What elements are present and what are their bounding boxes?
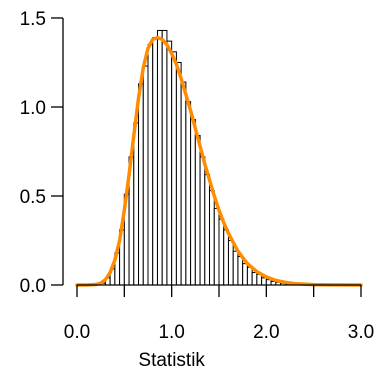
histogram-bar	[133, 122, 140, 286]
histogram-bar	[156, 29, 163, 286]
histogram-bar	[209, 190, 215, 286]
density-curve	[75, 35, 363, 287]
histogram-bar	[166, 40, 173, 286]
histogram-bars	[100, 29, 291, 286]
histogram-bar	[242, 263, 248, 286]
histogram-bar	[227, 240, 234, 286]
histogram-bar	[190, 118, 196, 286]
histogram-bar	[251, 272, 258, 286]
histogram-bar	[223, 229, 229, 286]
histogram-bar	[261, 277, 267, 286]
x-tick-label: 3.0	[348, 322, 374, 343]
histogram-bar	[237, 256, 244, 286]
histogram-bar	[265, 279, 272, 286]
histogram-bar	[194, 134, 201, 286]
x-tick-label: 1.0	[158, 322, 184, 343]
histogram-bar	[147, 44, 154, 286]
histogram-bar	[171, 51, 177, 286]
histogram-bar	[213, 207, 220, 286]
histogram-bar	[199, 156, 206, 286]
y-tick-label: 1.5	[20, 9, 46, 30]
histogram-bar	[232, 250, 239, 286]
histogram-bar	[180, 81, 187, 286]
y-tick-label: 1.0	[20, 98, 46, 119]
histogram-bar	[138, 83, 144, 286]
histogram-bar	[246, 266, 253, 286]
x-axis: 0.0 1.0 2.0 3.0	[64, 284, 374, 343]
x-axis-title: Statistik	[138, 350, 205, 371]
histogram-bar	[175, 62, 182, 286]
histogram-bar	[161, 29, 168, 286]
y-axis: 0.0 0.5 1.0 1.5	[20, 9, 64, 297]
y-tick-label: 0.5	[20, 187, 46, 208]
x-tick-label: 0.0	[64, 322, 90, 343]
y-tick-label: 0.0	[20, 276, 46, 297]
histogram-bar	[204, 174, 211, 286]
histogram-bar	[142, 65, 149, 286]
histogram-bar	[218, 218, 225, 286]
histogram-bar	[152, 37, 158, 286]
histogram-bar	[185, 101, 192, 286]
x-tick-label: 2.0	[253, 322, 279, 343]
